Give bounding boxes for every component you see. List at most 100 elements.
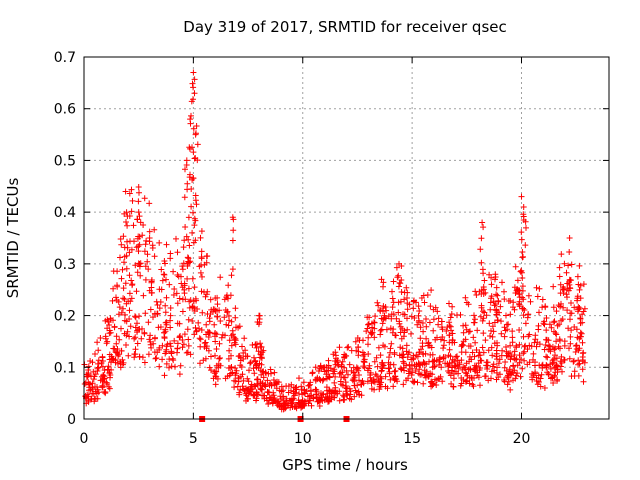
data-point	[490, 328, 497, 335]
data-point	[536, 285, 543, 292]
data-point	[534, 293, 541, 300]
data-point	[212, 381, 219, 388]
data-point	[92, 351, 98, 357]
x-tick-label: 10	[294, 431, 312, 447]
data-point	[414, 321, 421, 328]
data-point	[147, 306, 154, 313]
data-point	[556, 264, 563, 271]
data-point	[173, 235, 179, 242]
data-point	[401, 327, 408, 334]
data-point	[232, 314, 239, 321]
data-point	[320, 391, 327, 398]
data-point	[102, 335, 109, 342]
data-point	[326, 387, 332, 394]
data-point	[147, 332, 154, 339]
data-point	[217, 274, 224, 281]
data-point	[137, 260, 144, 267]
data-point	[520, 312, 527, 319]
data-point	[385, 359, 392, 366]
data-point	[498, 330, 505, 337]
data-point	[493, 291, 500, 298]
data-point	[360, 337, 366, 344]
data-point	[345, 371, 351, 378]
data-point	[435, 376, 442, 382]
data-point	[163, 319, 170, 326]
data-point	[471, 362, 478, 369]
data-point	[118, 347, 125, 354]
data-point	[92, 388, 99, 395]
data-point	[235, 353, 242, 360]
data-point	[376, 381, 383, 388]
data-point	[482, 373, 489, 380]
data-point	[488, 293, 495, 300]
data-point	[152, 334, 158, 341]
data-point	[135, 184, 142, 190]
data-point	[435, 321, 442, 328]
data-point	[557, 345, 563, 352]
data-point	[396, 318, 403, 325]
data-point	[576, 262, 583, 269]
data-point	[352, 338, 359, 345]
data-point	[408, 362, 415, 369]
data-point	[225, 355, 232, 362]
data-point	[540, 320, 547, 327]
data-point	[420, 380, 427, 387]
data-point	[369, 320, 375, 327]
data-point	[195, 319, 202, 326]
data-point	[283, 399, 290, 405]
data-point	[126, 272, 133, 279]
data-point	[167, 324, 174, 331]
data-point	[183, 233, 190, 240]
data-point	[163, 348, 170, 355]
data-point	[493, 376, 500, 383]
data-point	[332, 373, 339, 380]
data-point	[459, 341, 466, 348]
data-point	[356, 377, 362, 384]
data-point	[208, 306, 215, 313]
data-point	[576, 360, 583, 367]
data-point	[268, 370, 274, 377]
data-point	[325, 367, 332, 374]
data-point	[345, 343, 352, 350]
data-point	[216, 355, 223, 362]
data-point	[113, 297, 120, 304]
data-point	[364, 378, 371, 385]
data-point	[558, 360, 565, 366]
data-point	[310, 394, 317, 401]
data-point	[501, 288, 507, 295]
data-point	[519, 294, 526, 301]
data-point	[113, 294, 119, 301]
data-point	[459, 366, 466, 373]
data-point	[425, 340, 432, 347]
data-point	[123, 342, 129, 348]
data-point	[118, 241, 125, 248]
data-point	[505, 353, 512, 360]
data-point	[146, 200, 153, 207]
data-point	[191, 331, 198, 338]
data-point	[134, 329, 140, 336]
data-point	[553, 308, 560, 315]
data-point	[462, 294, 469, 301]
data-point	[561, 338, 568, 345]
data-point	[103, 379, 110, 386]
data-point	[487, 299, 494, 306]
data-point	[168, 349, 175, 356]
data-point	[153, 355, 160, 361]
data-point	[489, 323, 496, 330]
data-point	[335, 362, 342, 369]
data-point	[519, 305, 526, 312]
data-point	[389, 295, 396, 302]
data-point	[520, 204, 527, 210]
data-point	[162, 319, 169, 326]
data-point	[495, 297, 502, 304]
data-point	[389, 288, 395, 295]
data-point	[256, 319, 263, 326]
data-point	[486, 320, 493, 327]
data-point	[166, 281, 173, 288]
data-point	[257, 385, 264, 392]
data-point	[501, 378, 508, 385]
data-point	[491, 302, 498, 309]
data-point	[156, 305, 163, 312]
data-point	[501, 296, 508, 303]
data-point	[154, 311, 161, 318]
